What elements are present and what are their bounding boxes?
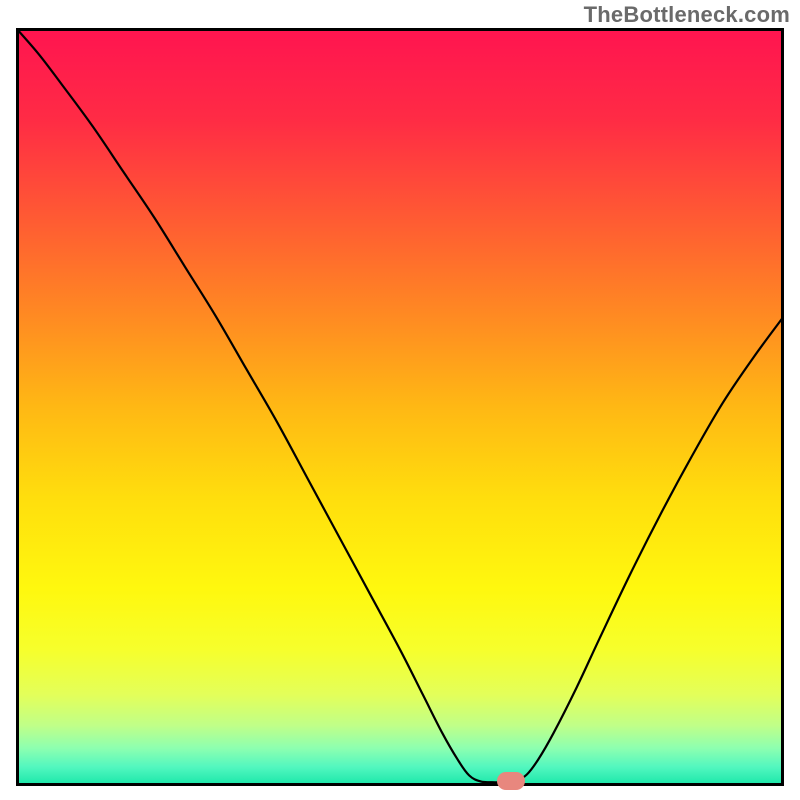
chart-frame: TheBottleneck.com — [0, 0, 800, 800]
minimum-marker — [497, 772, 525, 790]
plot-svg — [16, 28, 784, 786]
watermark-text: TheBottleneck.com — [584, 2, 790, 28]
